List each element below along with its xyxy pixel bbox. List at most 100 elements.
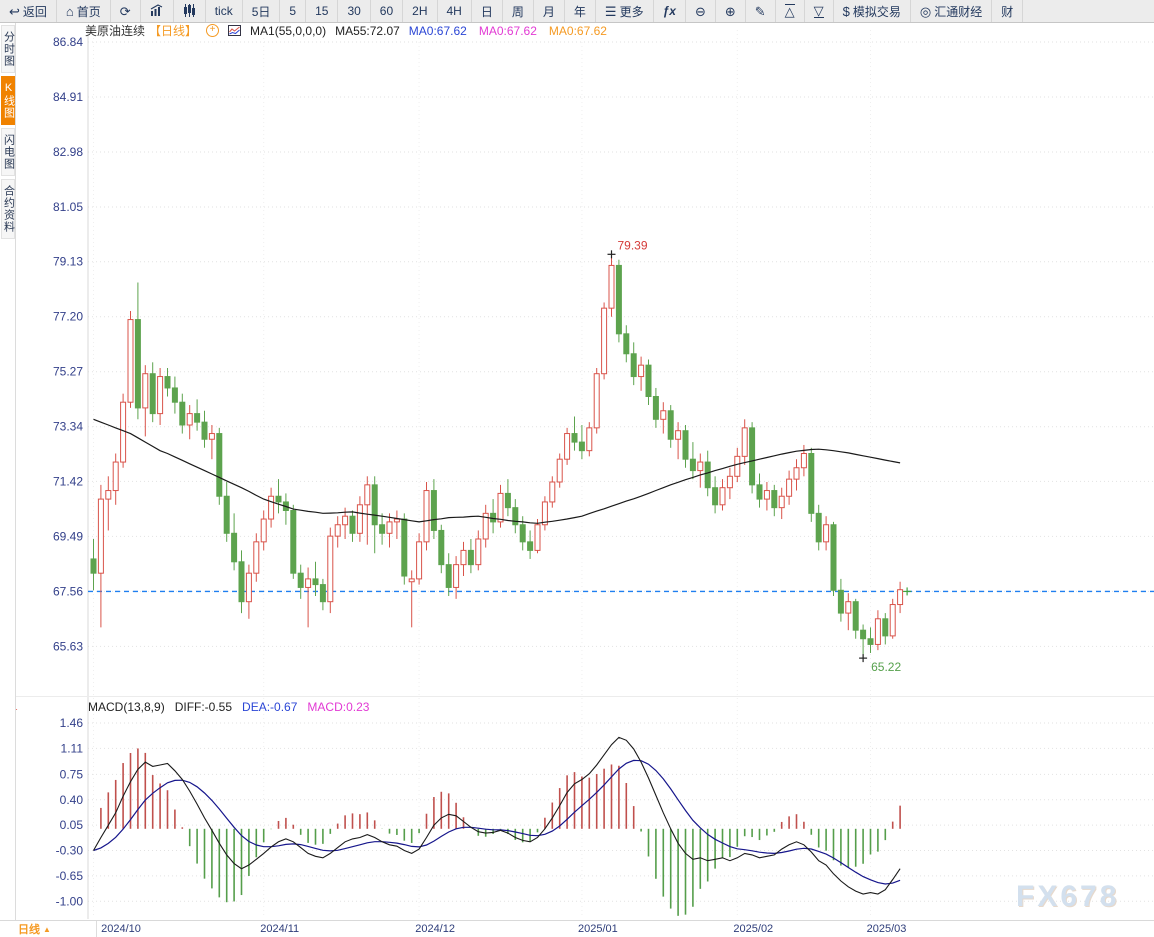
fx678-news-button[interactable]: ◎ 汇通财经 [911,0,993,22]
macd-lines [93,736,901,895]
home-button-icon: ⌂ [65,3,74,19]
period-4h-button[interactable]: 4H [438,0,472,22]
mini-chart-icon[interactable] [228,25,242,36]
svg-text:69.49: 69.49 [53,529,83,543]
more-button-label: 更多 [619,4,644,19]
date-label-2025-03: 2025/03 [866,923,907,935]
period-day-button[interactable]: 日 [472,0,503,22]
mark-bottom-button-icon: ▽ [813,3,824,18]
chart-type-sidebar: 分时图 K线图闪电图合约资料 [0,22,16,920]
add-indicator-icon[interactable]: + [206,24,220,37]
home-button[interactable]: ⌂ 首页 [57,0,111,22]
period-5d-button[interactable]: 5日 [243,0,281,22]
sidebar-item-time-chart[interactable]: 分时图 [0,25,15,73]
more-button[interactable]: ☰ 更多 [596,0,654,22]
svg-text:79.13: 79.13 [53,255,83,269]
svg-text:71.42: 71.42 [53,474,83,488]
svg-text:1.46: 1.46 [60,716,84,730]
zoom-out-button-icon: ⊖ [694,3,706,19]
main-chart-legend: 美原油连续 【日线】 + MA1(55,0,0,0) MA55:72.07 MA0… [85,23,607,39]
macd-dea-value: DEA:-0.67 [242,700,298,714]
mark-top-button-icon: △ [784,4,795,19]
period-2h-button-label: 2H [412,4,428,18]
back-button[interactable]: ↩ 返回 [0,0,57,22]
kline-chart-button[interactable] [174,0,206,22]
macd-axis-labels: 1.46 1.11 0.75 0.40 0.05 -0.30 -0.65 -1.00 [56,716,84,908]
period-30m-button[interactable]: 30 [338,0,371,22]
ma55-value-label: MA55:72.07 [335,23,400,38]
svg-text:86.84: 86.84 [53,35,83,49]
ma0-label-2: MA0:67.62 [478,23,537,38]
svg-text:82.98: 82.98 [53,145,83,159]
truncated-button-label: 财 [1001,4,1014,19]
ma0-values: MA0:67.62 MA0:67.62 MA0:67.62 [409,24,607,38]
period-year-button-label: 年 [573,4,586,19]
period-5m-button-label: 5 [289,4,297,18]
period-year-button[interactable]: 年 [565,0,596,22]
high-price-label: 79.39 [618,238,648,252]
more-button-icon: ☰ [604,3,617,19]
tick-period-button[interactable]: tick [206,0,243,22]
svg-text:0.40: 0.40 [60,793,84,807]
sidebar-item-lightning-chart[interactable]: 闪电图 [0,128,15,176]
svg-text:65.63: 65.63 [53,639,83,653]
period-month-button[interactable]: 月 [534,0,565,22]
macd-legend: MACD(13,8,9) DIFF:-0.55 DEA:-0.67 MACD:0… [88,700,369,714]
refresh-button-icon: ⟳ [119,3,131,19]
chart-annotations: 79.39 65.22 [607,238,912,674]
period-30m-button-label: 30 [347,4,361,18]
period-selector[interactable]: 日线 ▲ [15,921,97,937]
svg-text:75.27: 75.27 [53,365,83,379]
home-button-label: 首页 [76,4,101,19]
chart-canvas[interactable]: 86.84 84.91 82.98 81.05 79.13 77.20 75.27 73.34… [0,22,1154,920]
zoom-in-button[interactable]: ⊕ [716,0,746,22]
indicator-fx-button-label: ƒx [662,4,676,18]
bar-chart-button[interactable] [141,0,174,22]
date-label-2025-01: 2025/01 [578,923,618,935]
sidebar-item-kline-chart[interactable]: K线图 [0,76,15,125]
period-4h-button-label: 4H [446,4,462,18]
period-5m-button[interactable]: 5 [280,0,307,22]
date-label-2025-02: 2025/02 [733,923,774,935]
fx678-news-button-icon: ◎ [919,3,932,19]
sim-trade-button[interactable]: $ 模拟交易 [834,0,911,22]
tick-period-button-label: tick [214,4,233,18]
period-15m-button[interactable]: 15 [306,0,339,22]
truncated-button[interactable]: 财 [992,0,1024,22]
indicator-fx-button[interactable]: ƒx [654,0,686,22]
refresh-button[interactable]: ⟳ [111,0,141,22]
svg-text:-0.65: -0.65 [56,869,84,883]
price-axis-labels: 86.84 84.91 82.98 81.05 79.13 77.20 75.27 73.34… [53,35,83,653]
zoom-out-button[interactable]: ⊖ [686,0,716,22]
period-15m-button-label: 15 [315,4,329,18]
mark-bottom-button[interactable]: ▽ [805,0,834,22]
sidebar-item-contract-info[interactable]: 合约资料 [0,179,15,239]
svg-text:-0.30: -0.30 [56,844,84,858]
time-axis-bar: 日线 ▲ 2024/10 2024/11 2024/12 2025/01 2025/02… [0,920,1154,937]
draw-tool-button[interactable]: ✎ [746,0,776,22]
svg-text:81.05: 81.05 [53,200,83,214]
period-month-button-label: 月 [542,4,555,19]
svg-text:1.11: 1.11 [61,741,84,755]
macd-diff-value: DIFF:-0.55 [174,700,233,714]
bar-chart-icon [150,3,164,19]
chevron-up-icon: ▲ [43,924,51,934]
period-60m-button[interactable]: 60 [371,0,404,22]
back-button-label: 返回 [22,4,47,19]
candlestick-series [90,254,904,659]
svg-text:0.75: 0.75 [60,767,84,781]
mark-top-button[interactable]: △ [776,0,805,22]
period-tag: 【日线】 [149,24,198,38]
period-2h-button[interactable]: 2H [403,0,438,22]
dea-line [93,759,901,885]
period-week-button[interactable]: 周 [503,0,534,22]
svg-text:77.20: 77.20 [53,310,83,324]
macd-title: MACD(13,8,9) [88,700,165,714]
ma55-line [93,418,901,524]
period-selector-label: 日线 [18,924,40,936]
period-5d-button-label: 5日 [251,4,271,19]
draw-tool-button-icon: ✎ [754,3,766,19]
date-label-2024-10: 2024/10 [101,923,141,935]
date-label-2024-11: 2024/11 [260,923,300,935]
sim-trade-button-icon: $ [842,3,850,19]
